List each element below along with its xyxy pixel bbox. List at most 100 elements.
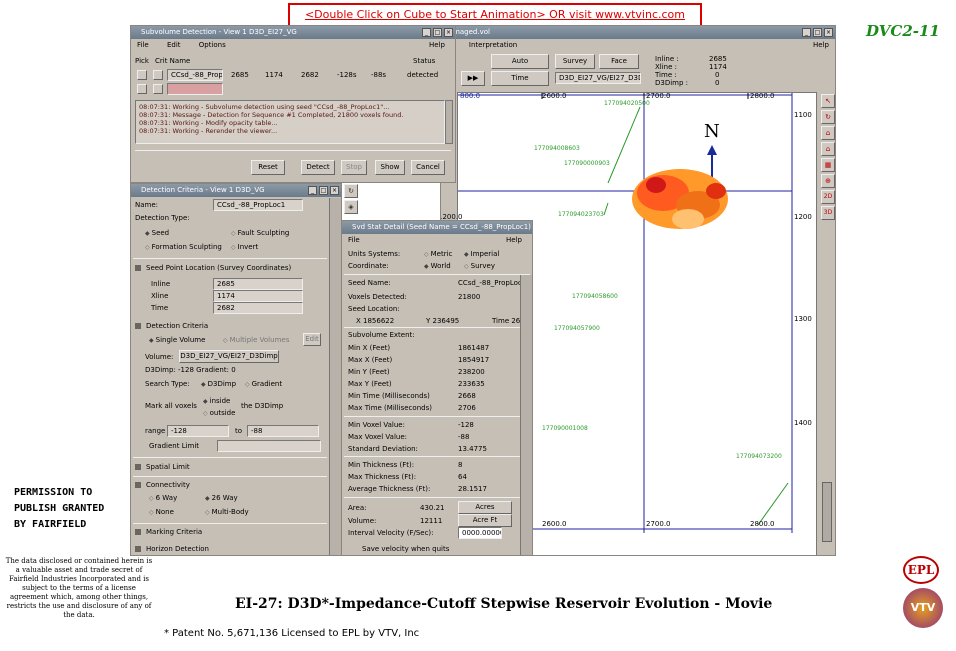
pick-checkbox[interactable] (137, 70, 147, 80)
marking-criteria-section[interactable]: Marking Criteria (135, 528, 202, 536)
volume-dropdown[interactable]: D3D_EI27_VG/EI27_D3Dimp (179, 350, 279, 363)
extent-label: Min X (Feet) (348, 344, 391, 352)
crit-name-field-empty[interactable] (167, 83, 223, 95)
survey-dropdown[interactable]: Survey (555, 54, 595, 69)
edit-button[interactable]: Edit (303, 333, 321, 346)
close-icon[interactable]: × (444, 28, 453, 37)
search-d3dimp-radio[interactable]: D3Dimp (201, 380, 236, 388)
connectivity-section[interactable]: Connectivity (135, 481, 190, 489)
close-icon[interactable]: × (824, 28, 833, 37)
crit-name-field[interactable]: CCsd_-88_PropL (167, 69, 223, 81)
units-imperial-radio[interactable]: Imperial (464, 250, 500, 258)
zoom-tool-icon[interactable]: ⊕ (821, 174, 835, 188)
pick-checkbox[interactable] (153, 84, 163, 94)
reset-button[interactable]: Reset (251, 160, 285, 175)
home-tool-icon[interactable]: ⌂ (821, 126, 835, 140)
show-button[interactable]: Show (375, 160, 405, 175)
single-volume-radio[interactable]: Single Volume (149, 336, 206, 344)
auto-dropdown[interactable]: Auto (491, 54, 549, 69)
face-dropdown[interactable]: Face (599, 54, 639, 69)
disclaimer-text: The data disclosed or contained herein i… (5, 557, 153, 619)
menu-interpretation[interactable]: Interpretation (468, 41, 518, 49)
log-scrollbar[interactable] (445, 100, 453, 144)
mark-outside-radio[interactable]: outside (203, 409, 236, 417)
multiple-volumes-radio[interactable]: Multiple Volumes (223, 336, 290, 344)
extent-value: 233635 (458, 380, 485, 388)
seed-xline-field[interactable]: 1174 (213, 290, 303, 302)
menu-help[interactable]: Help (813, 41, 829, 49)
play-button[interactable]: ▶▶ (461, 71, 485, 86)
pick-checkbox[interactable] (153, 70, 163, 80)
stop-button[interactable]: Stop (341, 160, 367, 175)
seed-time-field[interactable]: 2682 (213, 302, 303, 314)
range-from-field[interactable]: -128 (167, 425, 229, 437)
seed-xline-label: Xline (151, 292, 169, 300)
thickness-label: Average Thickness (Ft): (348, 485, 431, 493)
stat-scrollbar[interactable] (520, 275, 532, 555)
well-label: 177094008603 (534, 145, 580, 152)
seed-location-label: Seed Location: (348, 305, 400, 313)
mark-inside-radio[interactable]: inside (203, 397, 231, 405)
type-seed-radio[interactable]: Seed (145, 229, 170, 237)
col-crit-name: Crit Name (155, 57, 191, 65)
interval-velocity-field[interactable]: 0000.000000 (458, 527, 502, 539)
conn-6way-radio[interactable]: 6 Way (149, 494, 178, 502)
xline-label: Xline : (655, 63, 678, 71)
search-gradient-radio[interactable]: Gradient (245, 380, 282, 388)
conn-none-radio[interactable]: None (149, 508, 174, 516)
3d-tool-icon[interactable]: 3D (821, 206, 835, 220)
maximize-icon[interactable]: □ (813, 28, 822, 37)
close-icon[interactable]: × (330, 186, 339, 195)
d3dimp-gradient-readout: D3Dimp: -128 Gradient: 0 (145, 366, 236, 374)
view-tool-icon[interactable]: ⌂ (821, 142, 835, 156)
rotate-tool-icon[interactable]: ↻ (821, 110, 835, 124)
criteria-scrollbar[interactable] (329, 198, 341, 555)
2d-tool-icon[interactable]: 2D (821, 190, 835, 204)
detection-criteria-section[interactable]: Detection Criteria (135, 322, 208, 330)
range-to-field[interactable]: -88 (247, 425, 319, 437)
minimize-icon[interactable]: _ (308, 186, 317, 195)
horizon-detection-section[interactable]: Horizon Detection (135, 545, 209, 553)
menu-help[interactable]: Help (429, 41, 445, 49)
save-velocity-checkbox[interactable]: Save velocity when quits (362, 545, 450, 553)
volume-unit-dropdown[interactable]: Acre Ft (458, 514, 512, 527)
area-unit-dropdown[interactable]: Acres (458, 501, 512, 514)
side-tool-icon[interactable]: ◈ (344, 200, 358, 214)
minimize-icon[interactable]: _ (802, 28, 811, 37)
pick-checkbox[interactable] (137, 84, 147, 94)
maximize-icon[interactable]: □ (319, 186, 328, 195)
volume-label: Volume: (348, 517, 377, 525)
gradient-limit-checkbox[interactable]: Gradient Limit (149, 442, 200, 450)
menu-file[interactable]: File (137, 41, 149, 49)
type-invert-radio[interactable]: Invert (231, 243, 259, 251)
extent-value: 238200 (458, 368, 485, 376)
coord-world-radio[interactable]: World (424, 262, 451, 270)
pointer-tool-icon[interactable]: ↖ (821, 94, 835, 108)
seed-inline-field[interactable]: 2685 (213, 278, 303, 290)
menu-options[interactable]: Options (198, 41, 226, 49)
mark-voxels-label: Mark all voxels (145, 402, 197, 410)
maximize-icon[interactable]: □ (433, 28, 442, 37)
spatial-limit-section[interactable]: Spatial Limit (135, 463, 190, 471)
grid-tool-icon[interactable]: ▦ (821, 158, 835, 172)
menu-file[interactable]: File (348, 236, 360, 244)
detect-button[interactable]: Detect (301, 160, 335, 175)
cancel-button[interactable]: Cancel (411, 160, 445, 175)
conn-multibody-radio[interactable]: Multi-Body (205, 508, 249, 516)
minimize-icon[interactable]: _ (422, 28, 431, 37)
seed-location-section[interactable]: Seed Point Location (Survey Coordinates) (135, 264, 291, 272)
side-tool-icon[interactable]: ↻ (344, 184, 358, 198)
axis-top-1: 2600.0 (542, 92, 567, 100)
gradient-limit-field[interactable] (217, 440, 321, 452)
volume-field[interactable]: D3D_EI27_VG/EI27_D3Di (555, 72, 641, 84)
vertical-slider[interactable] (822, 482, 832, 542)
coord-survey-radio[interactable]: Survey (464, 262, 495, 270)
name-field[interactable]: CCsd_-88_PropLoc1 (213, 199, 303, 211)
conn-26way-radio[interactable]: 26 Way (205, 494, 238, 502)
units-metric-radio[interactable]: Metric (424, 250, 453, 258)
time-dropdown[interactable]: Time (491, 71, 549, 86)
type-fault-radio[interactable]: Fault Sculpting (231, 229, 290, 237)
type-formation-radio[interactable]: Formation Sculpting (145, 243, 222, 251)
menu-edit[interactable]: Edit (166, 41, 181, 49)
menu-help[interactable]: Help (506, 236, 522, 244)
